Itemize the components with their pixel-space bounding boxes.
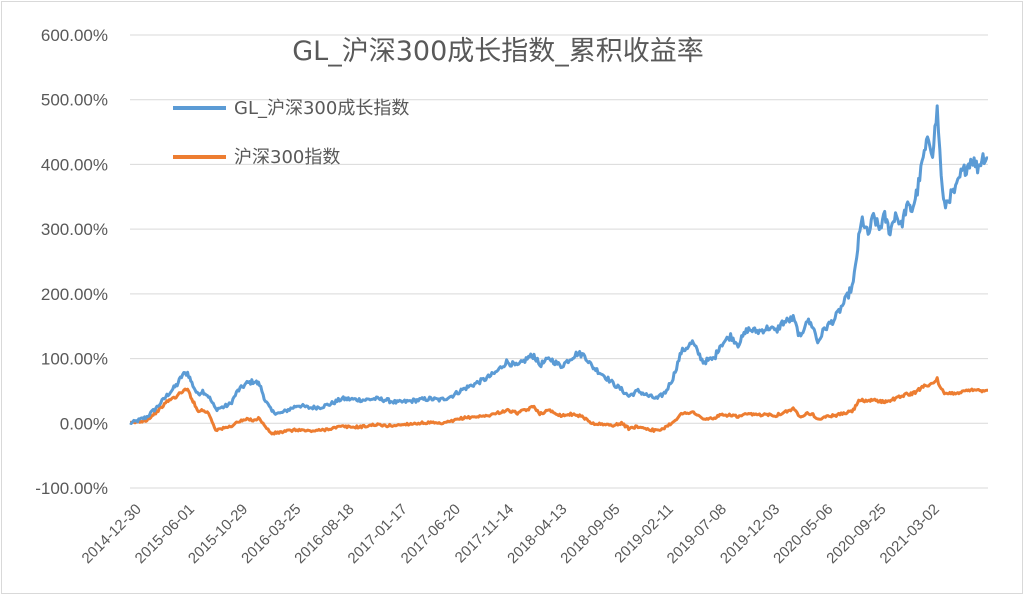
gridlines bbox=[130, 34, 988, 489]
y-tick-label: 500.00% bbox=[41, 91, 108, 110]
y-tick-label: 0.00% bbox=[60, 414, 108, 433]
x-axis-ticks: 2014-12-302015-06-012015-10-292016-03-25… bbox=[79, 501, 943, 567]
y-tick-label: 400.00% bbox=[41, 155, 108, 174]
series-line-growth bbox=[129, 104, 989, 425]
y-tick-label: -100.00% bbox=[35, 479, 108, 498]
legend-label: GL_沪深300成长指数 bbox=[234, 98, 409, 119]
y-tick-label: 600.00% bbox=[41, 26, 108, 45]
y-tick-label: 200.00% bbox=[41, 285, 108, 304]
series-lines bbox=[129, 104, 989, 436]
y-axis-ticks: -100.00% 0.00% 100.00% 200.00% 300.00% 400.00… bbox=[35, 26, 108, 498]
y-tick-label: 300.00% bbox=[41, 220, 108, 239]
chart-title: GL_沪深300成长指数_累积收益率 bbox=[292, 36, 704, 67]
legend-label: 沪深300指数 bbox=[234, 147, 340, 168]
series-line-csi300 bbox=[129, 376, 989, 436]
y-tick-label: 100.00% bbox=[41, 350, 108, 369]
